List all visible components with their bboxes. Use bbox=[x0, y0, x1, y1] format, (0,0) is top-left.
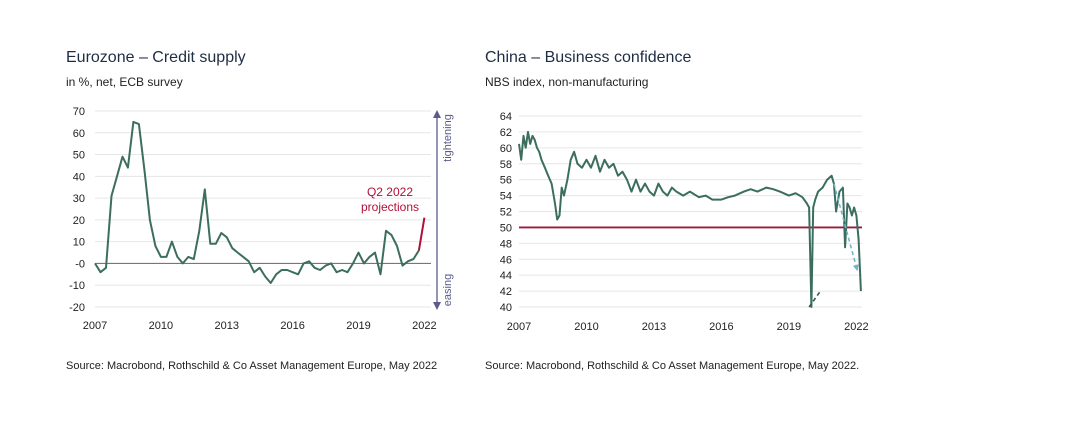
nbs-index-line bbox=[518, 130, 862, 308]
tightening-label: tightening bbox=[442, 114, 454, 162]
y-tick-label: 40 bbox=[73, 171, 85, 183]
arrow-head-icon bbox=[852, 264, 859, 272]
y-tick-label: 10 bbox=[73, 237, 85, 249]
x-tick-label: 2019 bbox=[777, 321, 801, 333]
arrow-up-icon bbox=[433, 110, 441, 118]
y-tick-label: 60 bbox=[73, 128, 85, 140]
dashed-trend-2020 bbox=[808, 290, 822, 308]
y-tick-label: 64 bbox=[500, 111, 512, 123]
y-tick-label: 42 bbox=[500, 286, 512, 298]
china-business-confidence-chart: China – Business confidence NBS index, n… bbox=[485, 0, 1065, 448]
x-tick-label: 2007 bbox=[83, 320, 107, 332]
easing-label: easing bbox=[442, 274, 454, 306]
y-tick-label: -0 bbox=[75, 258, 85, 270]
eurozone-credit-supply-chart: Eurozone – Credit supply in %, net, ECB … bbox=[0, 0, 530, 448]
y-tick-label: 40 bbox=[500, 302, 512, 314]
y-tick-label: 48 bbox=[500, 238, 512, 250]
x-tick-label: 2016 bbox=[280, 320, 304, 332]
chart-subtitle: in %, net, ECB survey bbox=[66, 75, 183, 89]
x-tick-label: 2010 bbox=[574, 321, 598, 333]
projection-label: Q2 2022 bbox=[367, 185, 413, 199]
y-tick-label: 54 bbox=[500, 191, 512, 203]
projection-label: projections bbox=[361, 200, 419, 214]
y-tick-label: 70 bbox=[73, 106, 85, 118]
x-tick-label: 2007 bbox=[507, 321, 531, 333]
y-tick-label: 50 bbox=[500, 222, 512, 234]
x-tick-label: 2013 bbox=[215, 320, 239, 332]
arrow-down-icon bbox=[433, 302, 441, 310]
chart-plot: 64 62 60 58 56 54 52 50 48 46 44 42 40 2007 2010 2013 20… bbox=[500, 111, 869, 333]
projection-line bbox=[417, 217, 426, 251]
chart-title: China – Business confidence bbox=[485, 49, 692, 66]
y-tick-label: 30 bbox=[73, 193, 85, 205]
y-tick-label: 50 bbox=[73, 150, 85, 162]
x-tick-label: 2016 bbox=[709, 321, 733, 333]
y-tick-label: 44 bbox=[500, 270, 512, 282]
x-tick-label: 2019 bbox=[346, 320, 370, 332]
y-tick-label: 60 bbox=[500, 143, 512, 155]
y-tick-label: 52 bbox=[500, 207, 512, 219]
x-tick-label: 2013 bbox=[642, 321, 666, 333]
y-tick-label: 20 bbox=[73, 215, 85, 227]
y-tick-label: -10 bbox=[69, 280, 85, 292]
x-tick-label: 2010 bbox=[149, 320, 173, 332]
x-tick-label: 2022 bbox=[844, 321, 868, 333]
chart-title: Eurozone – Credit supply bbox=[66, 49, 246, 66]
chart-subtitle: NBS index, non-manufacturing bbox=[485, 75, 649, 89]
y-tick-label: 62 bbox=[500, 127, 512, 139]
y-tick-label: 46 bbox=[500, 254, 512, 266]
dashed-arrow-2022 bbox=[833, 183, 859, 272]
x-tick-label: 2022 bbox=[412, 320, 436, 332]
chart-source: Source: Macrobond, Rothschild & Co Asset… bbox=[66, 360, 438, 372]
credit-supply-line bbox=[94, 120, 420, 284]
y-tick-label: 58 bbox=[500, 159, 512, 171]
y-tick-label: -20 bbox=[69, 302, 85, 314]
y-tick-label: 56 bbox=[500, 175, 512, 187]
chart-source: Source: Macrobond, Rothschild & Co Asset… bbox=[485, 360, 860, 372]
